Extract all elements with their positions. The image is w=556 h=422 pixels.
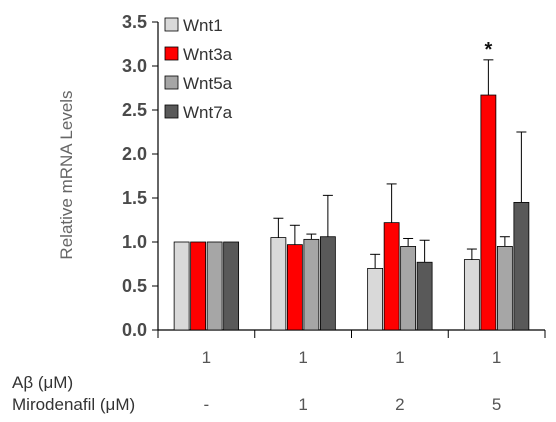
abeta-dose-value: 1 [395, 348, 404, 367]
bar-wnt7a-group-1 [223, 241, 240, 331]
axes: 0.0 0.5 1.0 1.5 2.0 2.5 3.0 3.5 [122, 12, 546, 340]
bars-layer: * [173, 39, 530, 331]
condition-table: 1 1 1 1 Aβ (μM) - 1 2 5 Mirodenafil (μM) [12, 348, 501, 414]
y-axis-label: Relative mRNA Levels [57, 90, 76, 259]
bar-wnt5a-group-1 [206, 241, 223, 331]
y-tick-label: 1.5 [122, 188, 147, 208]
legend-swatch-wnt5a [164, 75, 179, 90]
bar-wnt5a-group-3 [400, 245, 417, 331]
abeta-row-label: Aβ (μM) [12, 373, 73, 392]
bar-wnt5a-group-2 [303, 238, 320, 331]
y-tick-label: 3.5 [122, 12, 147, 32]
bar-wnt3a-group-2 [286, 244, 303, 331]
bar-wnt7a-group-2 [319, 236, 336, 331]
bar-wnt7a-group-3 [416, 261, 433, 331]
y-tick-label: 1.0 [122, 232, 147, 252]
legend-label-wnt1: Wnt1 [183, 16, 223, 35]
abeta-dose-value: 1 [298, 348, 307, 367]
y-tick-label: 2.0 [122, 144, 147, 164]
bar-wnt5a-group-4 [496, 245, 513, 331]
mirodenafil-dose-value: 1 [298, 395, 307, 414]
abeta-dose-value: 1 [202, 348, 211, 367]
mirodenafil-dose-value: 2 [395, 395, 404, 414]
legend-label-wnt7a: Wnt7a [183, 103, 233, 122]
legend-swatch-wnt1 [164, 17, 179, 32]
bar-wnt3a-group-3 [383, 222, 400, 331]
mirodenafil-row-label: Mirodenafil (μM) [12, 395, 135, 414]
mirodenafil-dose-value: - [204, 395, 210, 414]
legend-swatch-wnt7a [164, 104, 179, 119]
legend: Wnt1 Wnt3a Wnt5a Wnt7a [164, 16, 233, 122]
abeta-dose-value: 1 [492, 348, 501, 367]
significance-asterisk: * [484, 39, 492, 61]
bar-wnt3a-group-4 [480, 94, 497, 331]
bar-wnt1-group-2 [270, 237, 287, 331]
y-tick-label: 0.5 [122, 276, 147, 296]
y-tick-label: 0.0 [122, 320, 147, 340]
bar-wnt1-group-1 [173, 241, 190, 331]
bar-wnt1-group-4 [463, 259, 480, 331]
mirodenafil-dose-value: 5 [492, 395, 501, 414]
y-tick-label: 3.0 [122, 56, 147, 76]
legend-label-wnt5a: Wnt5a [183, 74, 233, 93]
y-tick-label: 2.5 [122, 100, 147, 120]
bar-wnt3a-group-1 [190, 241, 207, 331]
bar-wnt7a-group-4 [513, 201, 530, 331]
legend-swatch-wnt3a [164, 46, 179, 61]
legend-label-wnt3a: Wnt3a [183, 45, 233, 64]
bar-wnt1-group-3 [367, 267, 384, 331]
